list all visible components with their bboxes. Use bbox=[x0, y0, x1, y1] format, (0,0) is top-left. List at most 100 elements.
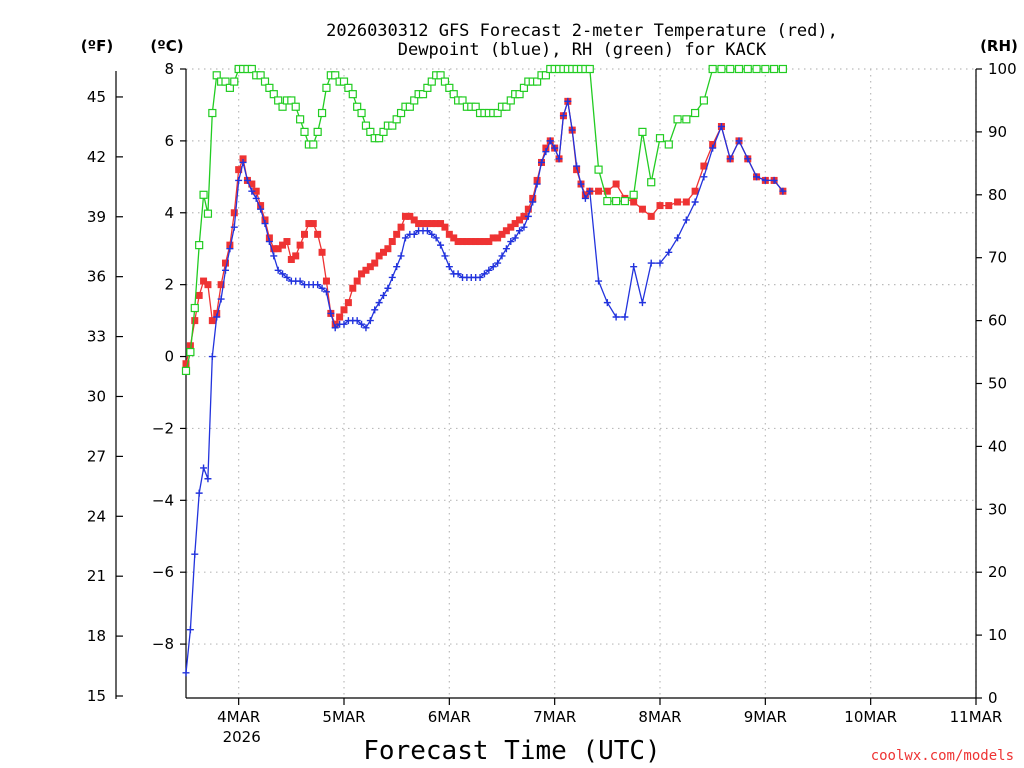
data-point bbox=[248, 187, 256, 195]
series-relative-humidity bbox=[181, 64, 787, 376]
series-layer bbox=[181, 64, 787, 677]
data-point bbox=[396, 108, 406, 118]
data-point bbox=[375, 252, 383, 260]
data-point bbox=[270, 252, 278, 260]
data-point bbox=[559, 112, 567, 120]
data-point bbox=[770, 64, 779, 74]
c-tick-label: 2 bbox=[164, 276, 174, 294]
f-tick-label: 27 bbox=[87, 447, 106, 465]
data-point bbox=[656, 259, 664, 267]
data-point bbox=[717, 64, 726, 74]
c-tick-label: −8 bbox=[152, 635, 174, 653]
data-point bbox=[269, 90, 278, 99]
data-point bbox=[546, 137, 554, 145]
data-point bbox=[230, 209, 238, 217]
data-point bbox=[454, 270, 462, 278]
data-point bbox=[405, 102, 414, 111]
tick-labels: 86420−2−4−6−8454239363330272421181510090… bbox=[87, 60, 1017, 746]
data-point bbox=[235, 176, 243, 184]
data-point bbox=[318, 284, 326, 292]
data-point bbox=[287, 96, 296, 105]
data-point bbox=[529, 194, 537, 202]
data-point bbox=[361, 121, 371, 130]
data-point bbox=[208, 353, 216, 361]
data-point bbox=[283, 273, 291, 281]
data-point bbox=[349, 284, 357, 292]
data-point bbox=[283, 238, 291, 246]
data-point bbox=[296, 115, 305, 124]
data-point bbox=[331, 71, 340, 80]
data-point bbox=[366, 127, 375, 136]
data-point bbox=[594, 165, 603, 174]
data-point bbox=[257, 202, 265, 210]
data-point bbox=[454, 238, 462, 246]
data-point bbox=[691, 108, 700, 118]
data-point bbox=[406, 212, 414, 220]
unit-fahrenheit: (ºF) bbox=[81, 37, 113, 55]
data-point bbox=[366, 317, 374, 325]
data-point bbox=[317, 108, 327, 118]
rh-tick-label: 90 bbox=[988, 123, 1007, 141]
data-point bbox=[222, 259, 229, 267]
data-point bbox=[428, 230, 436, 238]
data-point bbox=[573, 166, 581, 174]
data-point bbox=[353, 102, 362, 111]
chart-title-line2: Dewpoint (blue), RH (green) for KACK bbox=[398, 40, 767, 60]
data-point bbox=[630, 198, 638, 206]
data-point bbox=[296, 241, 304, 249]
rh-tick-label: 50 bbox=[988, 375, 1007, 393]
data-point bbox=[230, 223, 238, 231]
data-point bbox=[428, 220, 436, 228]
data-point bbox=[577, 180, 585, 188]
data-point bbox=[260, 77, 270, 86]
data-point bbox=[322, 288, 330, 296]
data-point bbox=[331, 324, 339, 332]
data-point bbox=[450, 234, 458, 242]
data-point bbox=[309, 220, 317, 228]
data-point bbox=[735, 137, 743, 145]
data-point bbox=[515, 90, 524, 99]
data-point bbox=[700, 173, 708, 181]
data-point bbox=[498, 252, 506, 260]
data-point bbox=[195, 489, 203, 497]
data-point bbox=[682, 198, 690, 206]
data-point bbox=[261, 216, 269, 224]
data-point bbox=[423, 227, 431, 235]
data-point bbox=[292, 252, 300, 260]
data-point bbox=[511, 220, 519, 228]
data-point bbox=[459, 238, 466, 246]
data-point bbox=[213, 313, 221, 321]
data-point bbox=[519, 83, 529, 92]
data-point bbox=[506, 96, 515, 105]
data-point bbox=[340, 320, 348, 328]
chart-title-line1: 2026030312 GFS Forecast 2-meter Temperat… bbox=[326, 21, 838, 41]
data-point bbox=[265, 234, 273, 242]
data-point bbox=[247, 64, 256, 74]
data-point bbox=[709, 144, 717, 152]
data-point bbox=[274, 245, 282, 253]
data-point bbox=[734, 64, 744, 74]
data-point bbox=[436, 71, 445, 80]
rh-tick-label: 80 bbox=[988, 186, 1007, 204]
c-tick-label: −2 bbox=[152, 419, 174, 437]
data-point bbox=[410, 216, 418, 224]
data-point bbox=[309, 140, 318, 149]
data-point bbox=[440, 77, 450, 86]
data-point bbox=[551, 144, 559, 152]
data-point bbox=[533, 176, 541, 184]
data-point bbox=[529, 198, 537, 206]
data-point bbox=[401, 212, 409, 220]
data-point bbox=[380, 248, 387, 256]
data-point bbox=[726, 155, 734, 163]
data-point bbox=[437, 220, 445, 228]
data-point bbox=[516, 227, 524, 235]
data-point bbox=[375, 299, 383, 307]
data-point bbox=[371, 259, 379, 267]
data-point bbox=[585, 64, 594, 74]
data-point bbox=[427, 77, 436, 86]
data-point bbox=[612, 313, 620, 321]
data-point bbox=[393, 263, 401, 271]
data-point bbox=[397, 252, 405, 260]
data-point bbox=[708, 64, 717, 74]
